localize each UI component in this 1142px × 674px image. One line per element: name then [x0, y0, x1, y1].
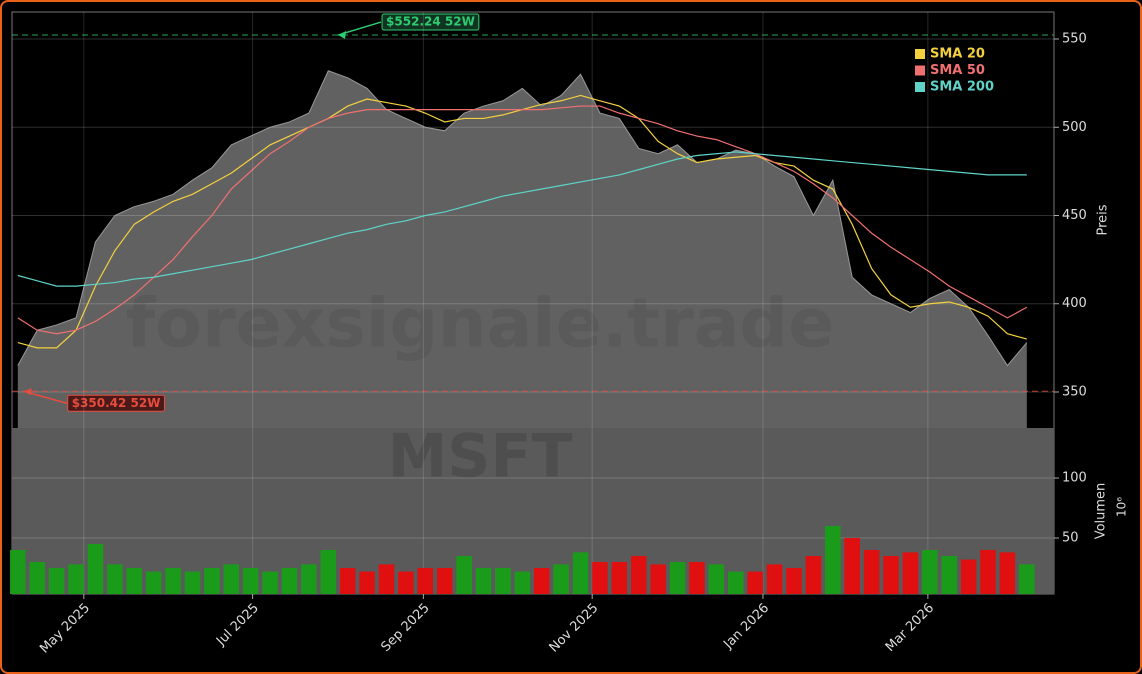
volume-bar: [223, 564, 240, 594]
annotation-label: $552.24 52W: [386, 15, 475, 29]
y-tick-label: 500: [1062, 120, 1087, 135]
watermark: forexsignale.trade: [126, 285, 835, 364]
volume-bar: [960, 559, 977, 594]
volume-bar: [378, 564, 395, 594]
volume-bar: [184, 571, 201, 594]
volume-bar: [417, 567, 434, 594]
arrow-head: [338, 31, 347, 40]
volume-bar: [68, 564, 84, 594]
sma-line: [17, 151, 1027, 287]
volume-bar: [708, 564, 725, 594]
volume-bar: [611, 561, 628, 594]
volume-bar: [844, 537, 860, 594]
volume-bar: [145, 571, 162, 594]
volume-bar: [922, 549, 938, 594]
volume-bar: [747, 571, 763, 594]
volume-bar: [728, 571, 744, 594]
volume-bar: [398, 571, 414, 594]
volume-bar: [650, 564, 666, 594]
volume-bar: [533, 567, 550, 594]
y-tick-label: 100: [1062, 471, 1087, 486]
volume-bar: [980, 549, 996, 594]
volume-bar: [999, 552, 1016, 594]
volume-bar: [689, 561, 705, 594]
volume-bar: [107, 564, 123, 594]
y-tick-label: 350: [1062, 384, 1087, 399]
x-tick-label: Jul 2025: [213, 601, 262, 650]
volume-bar: [495, 567, 511, 594]
x-tick-label: Jan 2026: [720, 601, 772, 653]
volume-bar: [805, 555, 822, 594]
y-axis-label: Volumen: [1094, 483, 1109, 540]
y-tick-label: 550: [1062, 32, 1087, 47]
volume-bar: [436, 567, 453, 594]
volume-bar: [514, 571, 531, 594]
x-tick-label: May 2025: [37, 601, 93, 657]
volume-bar: [902, 552, 919, 594]
volume-bar: [1019, 564, 1035, 594]
sma-line: [17, 105, 1028, 335]
annotation-box: [67, 394, 165, 412]
x-tick-label: Nov 2025: [547, 601, 602, 656]
volume-bar: [941, 555, 957, 594]
y-tick-label: 50: [1062, 530, 1079, 545]
y-axis-label: Preis: [1096, 204, 1111, 235]
volume-bar: [301, 564, 317, 594]
legend-label: SMA 50: [930, 63, 985, 78]
price-area: [17, 70, 1027, 429]
x-tick-label: Sep 2025: [378, 601, 432, 655]
volume-bar: [669, 561, 686, 594]
legend-swatch: [915, 49, 925, 59]
watermark: MSFT: [388, 422, 573, 492]
volume-bar: [359, 571, 375, 594]
offset-label: 10⁶: [1115, 497, 1129, 517]
volume-bar: [165, 567, 181, 594]
volume-bar: [87, 543, 104, 594]
volume-bar: [339, 567, 356, 594]
legend-swatch: [915, 65, 925, 76]
y-tick-label: 450: [1062, 208, 1087, 223]
volume-bar: [281, 567, 298, 594]
annotation-box: [381, 13, 480, 31]
legend-swatch: [915, 82, 925, 92]
volume-panel: [12, 428, 1054, 594]
legend-label: SMA 20: [930, 47, 985, 62]
volume-bar: [204, 567, 220, 594]
arrow-head: [23, 388, 32, 396]
volume-bar: [863, 549, 880, 594]
volume-bar: [572, 552, 589, 594]
volume-bar: [883, 555, 899, 594]
x-tick-label: Mar 2026: [883, 601, 937, 655]
legend-label: SMA 200: [930, 80, 994, 95]
volume-bar: [592, 561, 608, 594]
price-line: [17, 70, 1028, 367]
annotation-label: $350.42 52W: [72, 396, 161, 410]
volume-bar: [10, 549, 26, 594]
volume-bar: [766, 564, 783, 594]
volume-bar: [456, 555, 472, 594]
volume-bar: [48, 567, 65, 594]
volume-bar: [475, 567, 492, 594]
volume-bar: [262, 571, 278, 594]
volume-bar: [126, 567, 143, 594]
volume-bar: [825, 525, 841, 594]
volume-bar: [29, 561, 45, 594]
volume-bar: [242, 567, 259, 594]
y-tick-label: 400: [1062, 296, 1087, 311]
volume-bar: [786, 567, 802, 594]
volume-bar: [553, 564, 569, 594]
volume-bar: [320, 549, 337, 594]
volume-bar: [630, 555, 647, 594]
